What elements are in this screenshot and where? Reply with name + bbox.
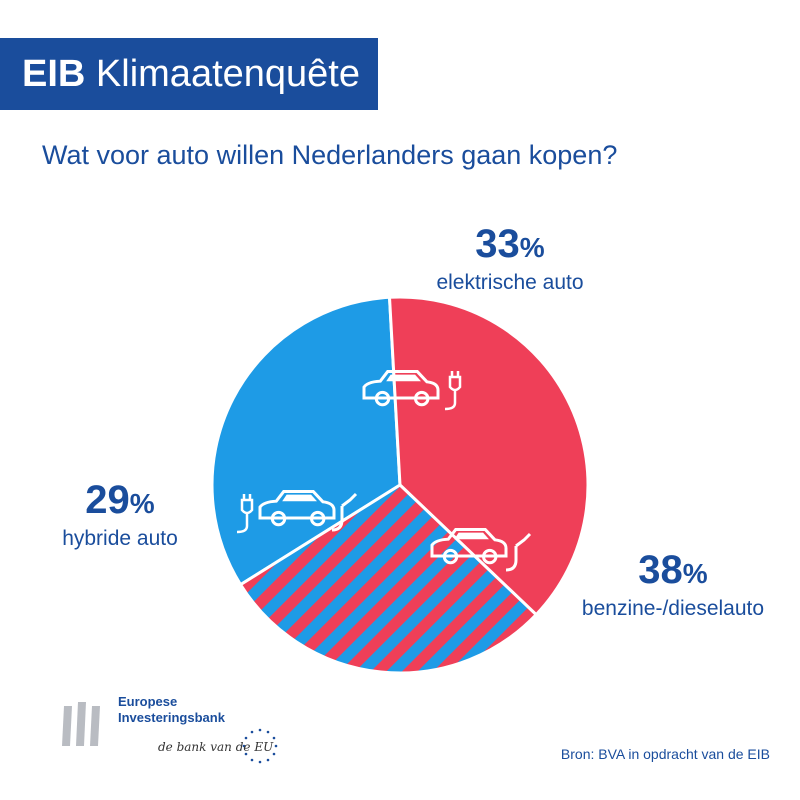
logo-name-line2: Investeringsbank xyxy=(118,710,225,725)
source-note: Bron: BVA in opdracht van de EIB xyxy=(560,746,770,762)
pie-slice-hybrid xyxy=(238,483,539,675)
eib-tagline: de bank van de EU xyxy=(158,740,274,754)
pct-sign-electric: % xyxy=(519,232,545,263)
header-brand: EIB xyxy=(22,53,86,95)
label-fuel: 38% benzine-/dieselauto xyxy=(568,548,778,622)
pct-fuel: 38 xyxy=(638,548,683,592)
pct-electric: 33 xyxy=(475,222,520,266)
category-hybrid: hybride auto xyxy=(62,527,178,550)
label-hybrid: 29% hybride auto xyxy=(20,478,220,552)
pie-slice-fuel xyxy=(387,295,590,617)
pct-sign-fuel: % xyxy=(682,558,708,589)
eib-logo: Europese Investeringsbank de bank van de… xyxy=(50,690,310,770)
page-title: EIB Klimaatenquête xyxy=(22,48,360,100)
category-fuel: benzine-/dieselauto xyxy=(581,597,765,620)
header-band: EIB Klimaatenquête xyxy=(0,38,378,110)
electric-car-icon xyxy=(362,370,462,411)
label-electric: 33% elektrische auto xyxy=(400,222,620,296)
eib-logo-name: Europese Investeringsbank xyxy=(118,694,278,726)
header-title-text: Klimaatenquête xyxy=(95,53,360,95)
chart-question: Wat voor auto willen Nederlanders gaan k… xyxy=(42,140,618,170)
logo-name-line1: Europese xyxy=(118,694,178,709)
eu-stars-icon xyxy=(242,728,278,764)
pct-sign-hybrid: % xyxy=(129,488,155,519)
hybrid-car-icon xyxy=(236,490,358,534)
pct-hybrid: 29 xyxy=(85,478,130,522)
eib-logo-mark xyxy=(62,702,100,746)
category-electric: elektrische auto xyxy=(436,271,584,294)
fuel-car-icon xyxy=(430,528,532,572)
